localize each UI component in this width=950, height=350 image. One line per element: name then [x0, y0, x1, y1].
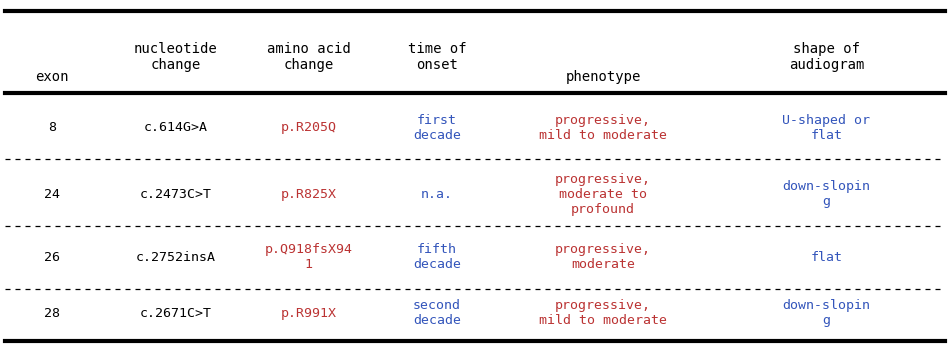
- Text: p.Q918fsX94
1: p.Q918fsX94 1: [265, 243, 352, 271]
- Text: progressive,
moderate: progressive, moderate: [555, 243, 652, 271]
- Text: c.2473C>T: c.2473C>T: [140, 188, 212, 201]
- Text: 8: 8: [48, 121, 56, 134]
- Text: c.2752insA: c.2752insA: [136, 251, 216, 264]
- Text: progressive,
moderate to
profound: progressive, moderate to profound: [555, 173, 652, 216]
- Text: fifth
decade: fifth decade: [413, 243, 461, 271]
- Text: c.2671C>T: c.2671C>T: [140, 307, 212, 320]
- Text: phenotype: phenotype: [565, 70, 641, 84]
- Text: flat: flat: [810, 251, 843, 264]
- Text: 26: 26: [45, 251, 60, 264]
- Text: down-slopin
g: down-slopin g: [783, 180, 870, 208]
- Text: progressive,
mild to moderate: progressive, mild to moderate: [540, 299, 667, 327]
- Text: first
decade: first decade: [413, 114, 461, 142]
- Text: time of
onset: time of onset: [408, 42, 466, 72]
- Text: U-shaped or
flat: U-shaped or flat: [783, 114, 870, 142]
- Text: exon: exon: [35, 70, 69, 84]
- Text: n.a.: n.a.: [421, 188, 453, 201]
- Text: progressive,
mild to moderate: progressive, mild to moderate: [540, 114, 667, 142]
- Text: p.R991X: p.R991X: [281, 307, 336, 320]
- Text: down-slopin
g: down-slopin g: [783, 299, 870, 327]
- Text: 24: 24: [45, 188, 60, 201]
- Text: p.R825X: p.R825X: [281, 188, 336, 201]
- Text: amino acid
change: amino acid change: [267, 42, 351, 72]
- Text: p.R205Q: p.R205Q: [281, 121, 336, 134]
- Text: 28: 28: [45, 307, 60, 320]
- Text: second
decade: second decade: [413, 299, 461, 327]
- Text: nucleotide
change: nucleotide change: [134, 42, 218, 72]
- Text: c.614G>A: c.614G>A: [143, 121, 208, 134]
- Text: shape of
audiogram: shape of audiogram: [788, 42, 865, 72]
